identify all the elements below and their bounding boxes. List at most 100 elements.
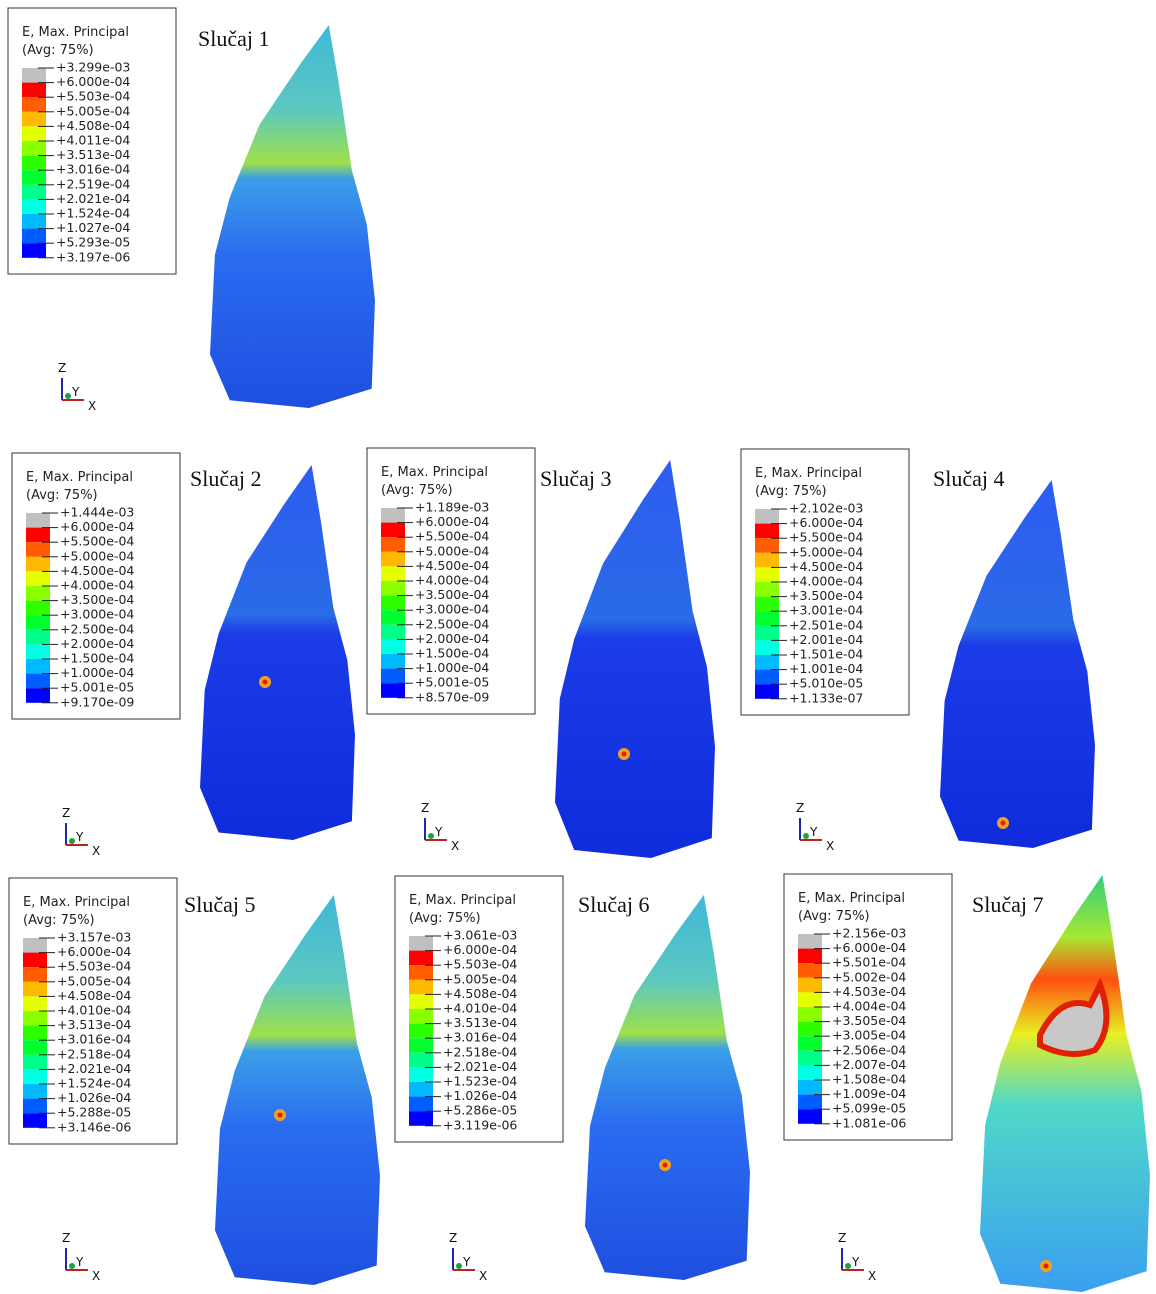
legend-swatch (23, 1069, 47, 1084)
legend-swatch (755, 655, 779, 670)
legend-label: +6.000e-04 (56, 74, 130, 89)
tooth-model (940, 480, 1095, 848)
legend-label: +4.500e-04 (789, 559, 863, 574)
legend-label: +5.010e-05 (789, 676, 863, 691)
legend-label: +3.197e-06 (56, 249, 130, 264)
legend-label: +3.061e-03 (443, 928, 517, 943)
legend-swatch (26, 673, 50, 689)
legend-label: +1.501e-04 (789, 647, 863, 662)
legend-swatch (26, 688, 50, 703)
legend-swatch (381, 508, 405, 523)
tooth-model (980, 875, 1150, 1292)
legend-swatch (22, 155, 46, 171)
legend-label: +4.004e-04 (832, 999, 906, 1014)
triad-y: Y (71, 385, 80, 399)
legend-label: +2.518e-04 (57, 1046, 131, 1061)
legend-swatch (755, 611, 779, 626)
legend-label: +5.005e-04 (56, 103, 130, 118)
legend-swatch (26, 556, 50, 572)
triad-y: Y (75, 830, 84, 844)
triad-y: Y (851, 1255, 860, 1269)
legend-label: +6.000e-04 (443, 942, 517, 957)
legend-label: +2.001e-04 (789, 632, 863, 647)
axis-y (803, 833, 809, 839)
legend-title: E, Max. Principal (22, 25, 129, 40)
overflow-region (1037, 977, 1110, 1057)
legend-swatch (26, 586, 50, 601)
panel: E, Max. Principal (Avg: 75%) +3.061e-03+6.… (394, 875, 750, 1283)
legend-swatch (22, 68, 46, 83)
legend-label: +2.102e-03 (789, 501, 863, 516)
legend-label: +6.000e-04 (60, 519, 134, 534)
panel-title: Slučaj 7 (972, 892, 1044, 917)
triad-x: X (868, 1269, 876, 1283)
legend-swatch (22, 141, 46, 156)
legend-title: E, Max. Principal (381, 465, 488, 480)
legend-swatch (755, 538, 779, 553)
legend-swatch (381, 668, 405, 684)
legend-swatch (381, 595, 405, 611)
legend-subtitle: (Avg: 75%) (798, 909, 870, 924)
legend-swatch (23, 1040, 47, 1055)
legend-swatch (409, 1111, 433, 1126)
panel: E, Max. Principal (Avg: 75%) +1.444e-03+6.… (11, 452, 355, 858)
legend-label: +1.026e-04 (57, 1090, 131, 1105)
legend-label: +3.157e-03 (57, 930, 131, 945)
panel-title: Slučaj 4 (933, 466, 1005, 491)
legend-label: +4.508e-04 (443, 986, 517, 1001)
legend-label: +9.170e-09 (60, 694, 134, 709)
legend-label: +1.001e-04 (789, 661, 863, 676)
triad-y: Y (434, 825, 443, 839)
legend-subtitle: (Avg: 75%) (381, 483, 453, 498)
legend-swatch (26, 571, 50, 586)
legend-label: +5.000e-04 (789, 544, 863, 559)
legend-swatch (755, 669, 779, 685)
legend-swatch (798, 992, 822, 1007)
legend-swatch (23, 981, 47, 997)
legend-label: +3.016e-04 (56, 162, 130, 177)
legend-swatch (22, 184, 46, 200)
legend-swatch (755, 582, 779, 597)
legend-swatch (23, 1025, 47, 1041)
panel: E, Max. Principal (Avg: 75%) +2.156e-03+6.… (783, 873, 1150, 1292)
legend-subtitle: (Avg: 75%) (26, 488, 98, 503)
legend-label: +5.503e-04 (443, 957, 517, 972)
legend-swatch (798, 977, 822, 993)
legend-label: +2.000e-04 (415, 631, 489, 646)
legend-label: +3.016e-04 (57, 1032, 131, 1047)
legend-label: +4.010e-04 (443, 1001, 517, 1016)
legend-label: +3.001e-04 (789, 603, 863, 618)
legend-title: E, Max. Principal (26, 470, 133, 485)
legend-label: +1.133e-07 (789, 690, 863, 705)
legend-swatch (22, 214, 46, 229)
panel-title: Slučaj 1 (198, 26, 270, 51)
legend-swatch (755, 596, 779, 612)
legend-label: +4.508e-04 (57, 988, 131, 1003)
legend-swatch (22, 111, 46, 127)
legend-swatch (755, 625, 779, 641)
legend-label: +6.000e-04 (832, 940, 906, 955)
legend-label: +2.518e-04 (443, 1044, 517, 1059)
legend-swatch (798, 1065, 822, 1080)
axis-y (65, 393, 71, 399)
legend-label: +3.299e-03 (56, 60, 130, 75)
legend-swatch (755, 684, 779, 699)
legend-label: +1.189e-03 (415, 500, 489, 515)
legend-swatch (26, 644, 50, 659)
legend-swatch (26, 629, 50, 645)
legend-title: E, Max. Principal (23, 895, 130, 910)
legend-swatch (409, 1023, 433, 1039)
legend-swatch (798, 1007, 822, 1022)
legend-label: +2.007e-04 (832, 1057, 906, 1072)
tooth-model (215, 895, 380, 1285)
triad-z: Z (62, 1231, 70, 1245)
legend-title: E, Max. Principal (798, 891, 905, 906)
panel-title: Slučaj 5 (184, 892, 256, 917)
triad-z: Z (796, 801, 804, 815)
hotspot-core (621, 751, 627, 757)
legend-label: +1.081e-06 (832, 1115, 906, 1130)
legend-label: +1.500e-04 (415, 646, 489, 661)
legend-swatch (409, 994, 433, 1009)
legend-swatch (409, 1082, 433, 1097)
legend-subtitle: (Avg: 75%) (409, 911, 481, 926)
